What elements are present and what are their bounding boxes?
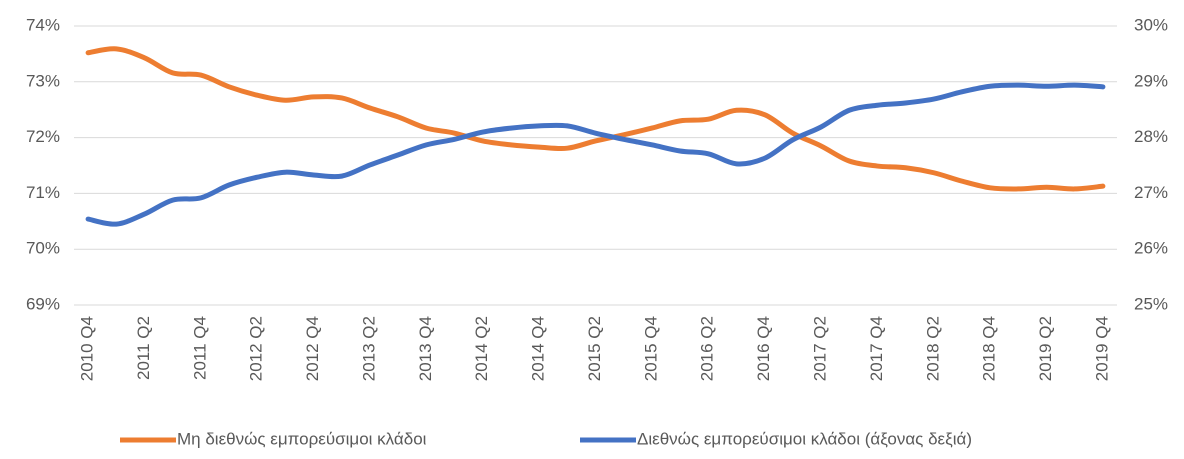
y-tick-label: 74% bbox=[26, 15, 60, 34]
x-tick-label: 2013 Q4 bbox=[416, 316, 435, 381]
y2-tick-label: 25% bbox=[1134, 294, 1168, 313]
x-tick-label: 2019 Q4 bbox=[1092, 316, 1111, 381]
x-tick-label: 2010 Q4 bbox=[78, 316, 97, 381]
x-tick-label: 2016 Q2 bbox=[698, 316, 717, 381]
x-tick-label: 2014 Q4 bbox=[529, 316, 548, 381]
x-tick-label: 2018 Q2 bbox=[923, 316, 942, 381]
x-tick-label: 2012 Q2 bbox=[247, 316, 266, 381]
y2-tick-label: 28% bbox=[1134, 127, 1168, 146]
x-tick-label: 2011 Q4 bbox=[190, 316, 209, 380]
x-tick-label: 2017 Q4 bbox=[867, 316, 886, 381]
x-tick-label: 2019 Q2 bbox=[1036, 316, 1055, 381]
data-line bbox=[85, 82, 1106, 227]
x-tick-label: 2013 Q2 bbox=[359, 316, 378, 381]
y2-tick-label: 26% bbox=[1134, 239, 1168, 258]
legend-label: Διεθνώς εμπορεύσιμοι κλάδοι (άξονας δεξι… bbox=[637, 429, 972, 448]
x-tick-label: 2017 Q2 bbox=[810, 316, 829, 381]
y-tick-label: 71% bbox=[26, 183, 60, 202]
data-line bbox=[85, 46, 1106, 192]
y2-tick-label: 27% bbox=[1134, 183, 1168, 202]
x-tick-label: 2015 Q4 bbox=[641, 316, 660, 381]
y2-tick-label: 29% bbox=[1134, 71, 1168, 90]
x-tick-label: 2011 Q2 bbox=[134, 316, 153, 380]
y-tick-label: 69% bbox=[26, 294, 60, 313]
y2-tick-label: 30% bbox=[1134, 15, 1168, 34]
legend-label: Μη διεθνώς εμπορεύσιμοι κλάδοι bbox=[177, 429, 427, 448]
x-tick-label: 2018 Q4 bbox=[980, 316, 999, 381]
x-tick-label: 2014 Q2 bbox=[472, 316, 491, 381]
y-tick-label: 70% bbox=[26, 239, 60, 258]
y-tick-label: 73% bbox=[26, 71, 60, 90]
x-tick-label: 2015 Q2 bbox=[585, 316, 604, 381]
y-tick-label: 72% bbox=[26, 127, 60, 146]
x-tick-label: 2012 Q4 bbox=[303, 316, 322, 381]
x-tick-label: 2016 Q4 bbox=[754, 316, 773, 381]
